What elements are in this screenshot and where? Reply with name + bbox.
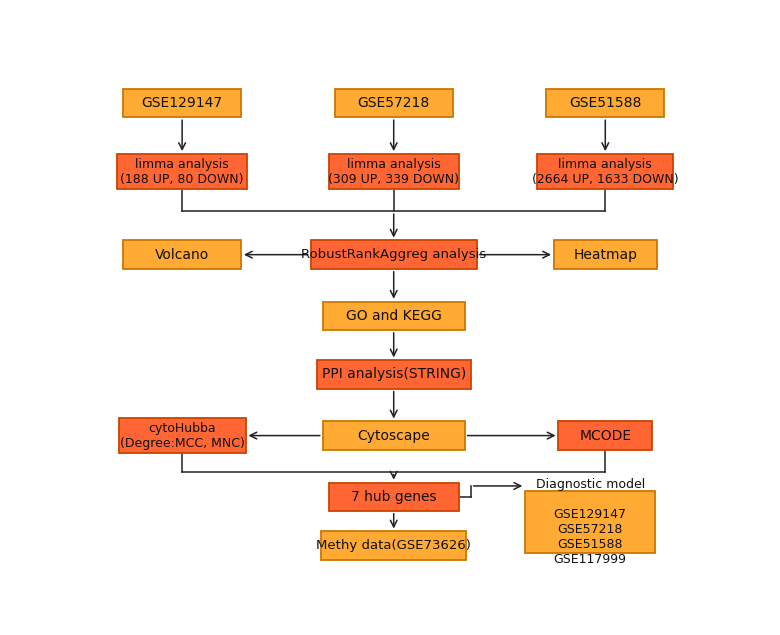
Text: limma analysis
(2664 UP, 1633 DOWN): limma analysis (2664 UP, 1633 DOWN) — [532, 157, 679, 185]
Text: limma analysis
(309 UP, 339 DOWN): limma analysis (309 UP, 339 DOWN) — [328, 157, 459, 185]
FancyBboxPatch shape — [123, 89, 241, 117]
FancyBboxPatch shape — [554, 241, 657, 269]
FancyBboxPatch shape — [323, 302, 465, 330]
FancyBboxPatch shape — [123, 241, 241, 269]
FancyBboxPatch shape — [335, 89, 452, 117]
Text: PPI analysis(STRING): PPI analysis(STRING) — [321, 368, 466, 382]
FancyBboxPatch shape — [310, 241, 477, 269]
FancyBboxPatch shape — [117, 154, 247, 189]
FancyBboxPatch shape — [537, 154, 673, 189]
FancyBboxPatch shape — [558, 422, 652, 450]
FancyBboxPatch shape — [119, 418, 246, 453]
Text: RobustRankAggreg analysis: RobustRankAggreg analysis — [301, 248, 487, 261]
FancyBboxPatch shape — [328, 154, 459, 189]
Text: cytoHubba
(Degree:MCC, MNC): cytoHubba (Degree:MCC, MNC) — [119, 422, 245, 450]
FancyBboxPatch shape — [317, 360, 471, 389]
Text: GSE51588: GSE51588 — [569, 96, 641, 110]
FancyBboxPatch shape — [546, 89, 665, 117]
FancyBboxPatch shape — [328, 483, 459, 511]
FancyBboxPatch shape — [321, 531, 466, 560]
Text: MCODE: MCODE — [580, 429, 631, 443]
FancyBboxPatch shape — [323, 422, 465, 450]
FancyBboxPatch shape — [525, 491, 655, 554]
Text: limma analysis
(188 UP, 80 DOWN): limma analysis (188 UP, 80 DOWN) — [120, 157, 244, 185]
Text: GSE129147: GSE129147 — [141, 96, 223, 110]
Text: GO and KEGG: GO and KEGG — [346, 309, 441, 323]
Text: GSE57218: GSE57218 — [357, 96, 430, 110]
Text: 7 hub genes: 7 hub genes — [351, 490, 437, 504]
Text: Volcano: Volcano — [155, 248, 209, 262]
Text: Cytoscape: Cytoscape — [357, 429, 430, 443]
Text: Diagnostic model

GSE129147
GSE57218
GSE51588
GSE117999: Diagnostic model GSE129147 GSE57218 GSE5… — [536, 478, 645, 566]
Text: Heatmap: Heatmap — [573, 248, 637, 262]
Text: Methy data(GSE73626): Methy data(GSE73626) — [316, 539, 471, 552]
